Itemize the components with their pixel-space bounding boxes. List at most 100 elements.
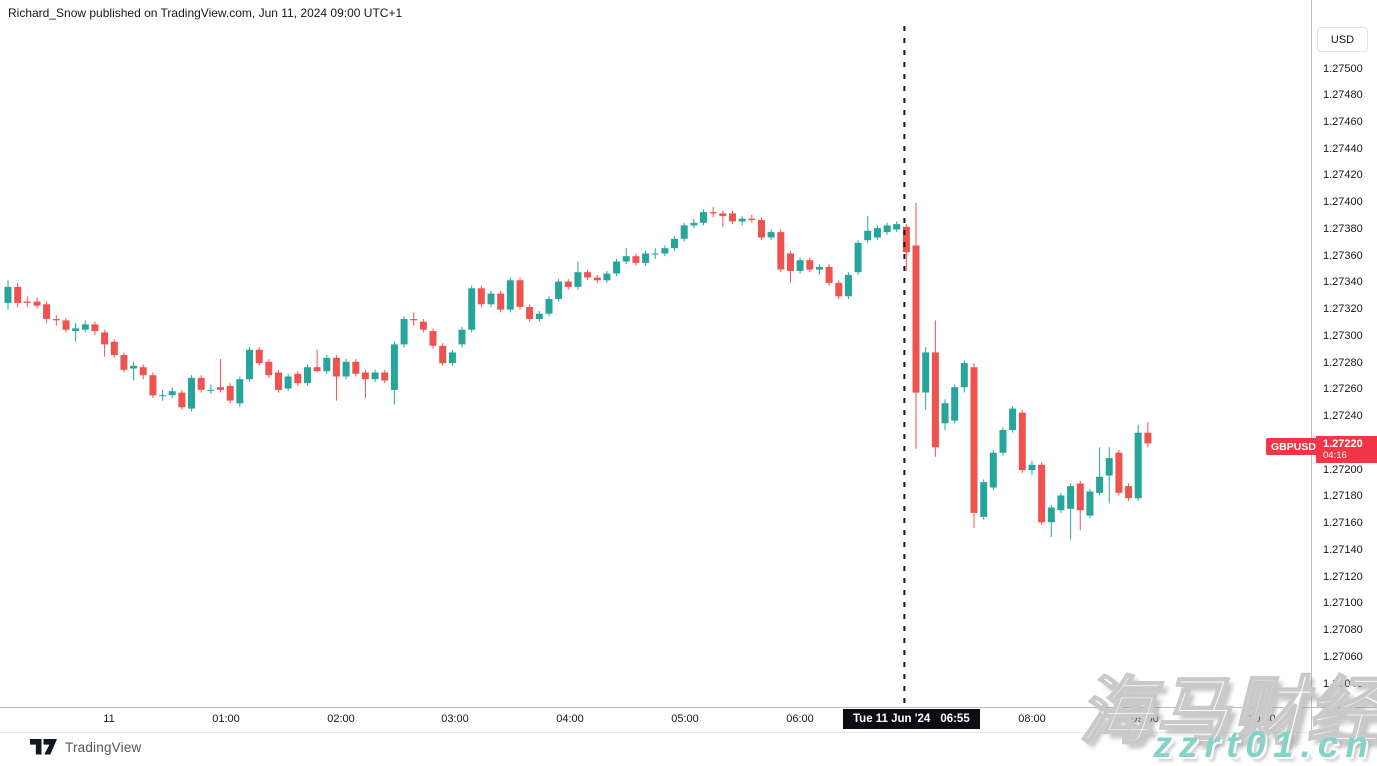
candle-body <box>506 280 514 310</box>
candle-body <box>284 376 292 389</box>
candle-body <box>719 213 727 217</box>
candle-body <box>458 329 466 345</box>
price-tick: 1.27400 <box>1323 196 1363 209</box>
candle-body <box>787 253 794 271</box>
price-tick: 1.27200 <box>1323 463 1363 476</box>
candle-body <box>700 212 707 223</box>
price-axis[interactable]: 1.27500 1.27480 1.27460 1.27440 1.27420 1.274… <box>1311 0 1377 731</box>
candle-body <box>1009 408 1017 430</box>
price-tick: 1.27140 <box>1323 543 1363 556</box>
time-tick: 01:00 <box>212 713 240 725</box>
price-tick: 1.27180 <box>1323 490 1363 503</box>
time-tick: 03:00 <box>441 713 469 725</box>
candle-body <box>497 293 505 310</box>
candle-body <box>941 403 949 424</box>
candle-body <box>332 357 340 377</box>
last-price-label: 1.27220 04:16 <box>1316 436 1377 463</box>
price-tick: 1.27100 <box>1323 597 1363 610</box>
candle-body <box>835 282 843 297</box>
candle-body <box>371 372 379 380</box>
candle-body <box>419 321 427 330</box>
bar-countdown: 04:16 <box>1323 450 1347 461</box>
candle-body <box>709 212 717 214</box>
candle-body <box>323 357 331 372</box>
candle-body <box>815 266 823 270</box>
candlestick-chart[interactable] <box>0 0 1311 707</box>
candle-body <box>690 222 698 226</box>
price-tick: 1.27080 <box>1323 624 1363 637</box>
candle-body <box>854 242 862 273</box>
candle-body <box>477 288 485 305</box>
candle-body <box>265 361 273 376</box>
candle-body <box>110 341 118 356</box>
price-tick: 1.27160 <box>1323 517 1363 530</box>
tradingview-logo[interactable]: TradingView <box>30 739 142 755</box>
candle-body <box>873 228 881 238</box>
time-axis[interactable]: 11 01:00 02:00 03:00 04:00 05:00 06:00 08:00 09:… <box>0 707 1377 733</box>
candle-body <box>796 260 804 271</box>
time-tick: 02:00 <box>327 713 355 725</box>
candle-body <box>651 253 659 255</box>
candle-body <box>91 324 99 332</box>
candle-body <box>197 377 205 390</box>
candle-body <box>43 304 51 319</box>
candle-body <box>603 273 611 281</box>
tradingview-logo-icon <box>30 739 57 755</box>
candle-body <box>970 367 978 513</box>
candle-body <box>487 293 495 305</box>
time-tick: 11 <box>103 713 115 725</box>
candle-body <box>101 332 109 345</box>
candle-body <box>178 392 186 408</box>
candle-body <box>883 225 891 233</box>
time-tick: 09:00 <box>1131 713 1159 725</box>
candle-body <box>680 225 688 239</box>
crosshair-time: 06:55 <box>940 713 970 725</box>
candle-body <box>922 352 930 393</box>
candle-body <box>1076 483 1084 511</box>
candle-body <box>1028 464 1036 471</box>
candle-body <box>81 324 89 330</box>
candle-body <box>33 301 41 306</box>
candle-body <box>72 328 80 332</box>
candle-body <box>188 377 195 409</box>
candle-body <box>468 288 476 330</box>
candle-body <box>1144 432 1152 444</box>
candle-body <box>584 272 592 278</box>
candle-body <box>255 349 263 364</box>
candle-body <box>23 301 31 303</box>
candle-body <box>4 286 12 303</box>
candle-body <box>574 272 582 287</box>
candle-body <box>236 379 244 404</box>
candle-body <box>767 232 775 238</box>
candle-body <box>931 352 939 448</box>
candle-body <box>400 319 408 345</box>
candle-body <box>564 281 572 287</box>
candle-body <box>893 224 901 230</box>
candle-body <box>825 266 833 283</box>
candle-body <box>217 387 224 390</box>
candle-body <box>207 389 215 391</box>
candle-body <box>361 372 369 380</box>
time-tick: 05:00 <box>671 713 699 725</box>
candle-body <box>980 482 988 517</box>
symbol-badge[interactable]: GBPUSD <box>1266 438 1321 455</box>
candle-body <box>729 213 736 222</box>
crosshair-date: Tue 11 Jun '24 <box>853 713 931 725</box>
candle-body <box>226 385 234 401</box>
candle-body <box>313 367 321 372</box>
candle-body <box>149 375 157 396</box>
currency-usd-button[interactable]: USD <box>1317 27 1368 52</box>
candle-body <box>622 256 630 262</box>
tradingview-logo-text: TradingView <box>65 739 142 755</box>
candle-body <box>738 218 746 222</box>
candle-body <box>342 361 350 377</box>
crosshair-time-tooltip: Tue 11 Jun '24 06:55 <box>843 709 980 729</box>
attribution-text: Richard_Snow published on TradingView.co… <box>8 6 403 20</box>
candle-body <box>999 430 1007 453</box>
candle-body <box>1134 432 1142 499</box>
price-tick: 1.27360 <box>1323 249 1363 262</box>
candle-body <box>275 372 282 390</box>
price-tick: 1.27440 <box>1323 142 1363 155</box>
candle-body <box>62 320 70 330</box>
candle-body <box>439 345 447 364</box>
